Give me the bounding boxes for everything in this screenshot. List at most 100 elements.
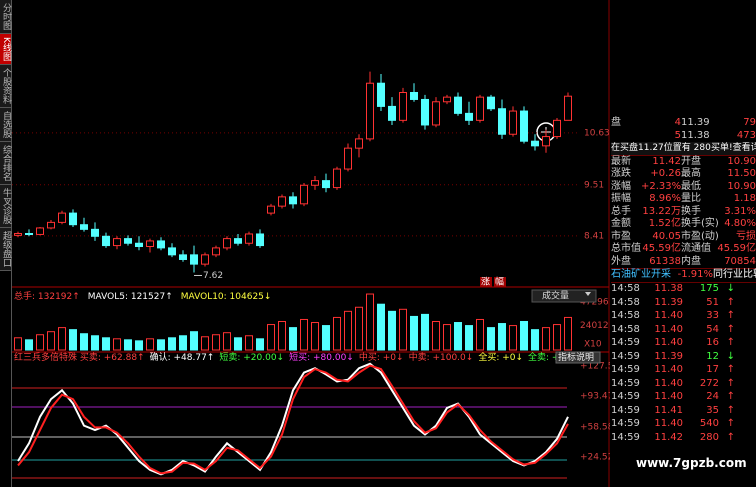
quote-cell: 11.50 <box>727 168 756 179</box>
trade-cell: 14:59 <box>611 364 640 375</box>
candle-body <box>212 247 220 256</box>
quote-cell: 外盘 <box>611 255 631 267</box>
candle-body <box>553 119 561 138</box>
trade-row: 14:59 11.40 16 ↑ <box>611 336 756 350</box>
candle-body <box>432 101 440 126</box>
quote-cell: -1.91% <box>677 269 713 280</box>
candle-body <box>564 95 572 121</box>
volume-bar <box>388 310 396 351</box>
volume-bar <box>443 324 451 351</box>
candle-body <box>190 254 198 265</box>
candle-body <box>388 105 396 121</box>
volume-bar <box>25 339 33 351</box>
candle-body <box>91 228 99 237</box>
candle-body <box>234 238 242 244</box>
volume-bar <box>322 325 330 351</box>
trade-cell: 11.40 <box>654 377 683 389</box>
trade-cell: 540 <box>699 418 719 429</box>
quote-cell: 4.80% <box>724 218 756 229</box>
volume-bar <box>135 340 143 351</box>
volume-bar <box>520 321 528 351</box>
quote-cell: 买单!查看详细 <box>711 143 756 153</box>
volume-bar <box>256 338 264 351</box>
header-item: MAVOL10: 104625↓ <box>181 292 272 302</box>
quote-cell: 在买盘11.27位置有 280手 <box>611 143 711 153</box>
trade-cell: 14:59 <box>611 418 640 429</box>
trade-cell: 11.40 <box>654 323 683 335</box>
trade-row: 14:59 11.40 272 ↑ <box>611 377 756 391</box>
quote-row: 涨幅 +2.33% 最低 10.90 <box>611 181 756 194</box>
candle-body <box>377 82 385 107</box>
volume-bar <box>278 321 286 351</box>
quote-cell: 11.39 <box>681 117 710 128</box>
candle-body <box>157 240 165 249</box>
volume-bar <box>36 334 44 351</box>
indicator-header: 红三兵多倍特殊 买卖: +62.88↑ 确认: +48.77↑ 短卖: +20.00… <box>14 351 565 363</box>
volume-bar <box>432 321 440 351</box>
trade-cell: 14:59 <box>611 431 640 443</box>
trade-list: 14:58 11.38 175 ↓ 14:58 11.39 51 ↑ 14:58 11.40 33 ↑… <box>611 282 756 444</box>
sidebar: 分时图 K线图 个股资料 自选股 综合排名 牛叉诊股 超级盘口 <box>0 0 12 487</box>
volume-bar <box>245 335 253 351</box>
quote-cell: 流通值 <box>681 243 711 254</box>
quote-cell: 473 <box>736 129 756 141</box>
sidebar-tab[interactable]: 超级盘口 <box>0 227 11 271</box>
y-tick-label: +24.52 <box>580 453 610 463</box>
candle-body <box>443 96 451 103</box>
volume-bar <box>476 318 484 351</box>
chart-area: 10.639.518.417.62涨幅4729624012X10总手: 1321… <box>12 0 610 487</box>
quote-cell: 涨幅 <box>611 180 631 192</box>
dropdown-arrow[interactable] <box>585 292 591 296</box>
quote-cell: 11.42 <box>652 155 681 167</box>
button-box[interactable] <box>555 351 601 364</box>
trade-cell: 14:58 <box>611 296 640 308</box>
quote-row: 市盈 40.05 市盈(动) 亏损 <box>611 231 756 244</box>
volume-bar <box>300 318 308 351</box>
volume-bar <box>102 337 110 351</box>
sidebar-tab[interactable]: 分时图 <box>0 0 11 34</box>
trade-cell: ↑ <box>726 377 735 389</box>
volume-bar <box>531 329 539 351</box>
quote-cell: 换手(实) <box>681 218 719 229</box>
quote-cell: +2.33% <box>641 180 682 192</box>
sidebar-tab[interactable]: 个股资料 <box>0 64 11 108</box>
trade-cell: 35 <box>706 404 719 416</box>
header-item: 全买: +0↓ <box>478 351 523 363</box>
quote-row: 石油矿业开采 -1.91%同行业比较 <box>611 268 756 283</box>
trade-cell: ↑ <box>726 337 735 348</box>
unit-label: X10 <box>584 340 602 350</box>
quote-cell: 市盈(动) <box>681 230 719 242</box>
candle-body <box>476 96 484 121</box>
trade-row: 14:59 11.40 24 ↑ <box>611 390 756 404</box>
volume-bar <box>311 322 319 351</box>
trade-row: 14:59 11.40 540 ↑ <box>611 417 756 431</box>
quote-cell: 10.90 <box>727 155 756 167</box>
volume-bar <box>542 327 550 351</box>
trade-row: 14:59 11.40 17 ↑ <box>611 363 756 377</box>
volume-bar <box>454 322 462 351</box>
trade-cell: 11.41 <box>654 404 683 416</box>
quote-cell: 3.31% <box>724 205 756 217</box>
volume-bar <box>344 310 352 351</box>
quote-cell: 13.22万 <box>642 205 681 217</box>
quote-row: 振幅 8.96% 量比 1.18 <box>611 193 756 206</box>
sidebar-tab[interactable]: 自选股 <box>0 107 11 142</box>
volume-bar <box>421 313 429 351</box>
candle-body <box>300 184 308 205</box>
trade-cell: 33 <box>706 310 719 321</box>
quote-row: 涨跌 +0.26 最高 11.50 <box>611 168 756 181</box>
candle-body <box>168 247 176 256</box>
candle-body <box>542 136 550 147</box>
sidebar-tab[interactable]: 牛叉诊股 <box>0 184 11 228</box>
trade-row: 14:58 11.40 54 ↑ <box>611 323 756 337</box>
quote-cell: 70854 <box>724 255 756 267</box>
button[interactable]: 指标说明 <box>558 351 594 363</box>
y-tick-label: 24012 <box>580 321 609 331</box>
sidebar-tab[interactable]: K线图 <box>0 34 11 65</box>
header-item: 确认: +48.77↑ <box>150 351 215 363</box>
selector-box[interactable] <box>531 289 597 303</box>
trade-cell: 14:58 <box>611 310 640 321</box>
volume-bar <box>124 339 132 351</box>
sidebar-tab[interactable]: 综合排名 <box>0 141 11 185</box>
quote-cell: 亏损 <box>736 230 756 242</box>
